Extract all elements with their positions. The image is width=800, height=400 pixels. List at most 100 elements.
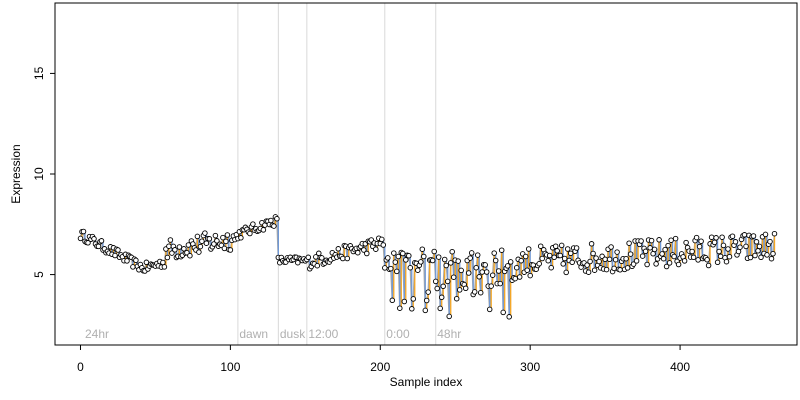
data-point xyxy=(492,257,499,264)
data-point xyxy=(489,272,496,278)
y-tick-label: 10 xyxy=(32,167,46,181)
data-point xyxy=(617,267,623,273)
data-point xyxy=(563,269,569,276)
x-tick-label: 400 xyxy=(670,360,690,374)
data-point xyxy=(250,221,256,227)
data-point xyxy=(630,261,637,267)
data-point xyxy=(545,257,551,264)
data-point xyxy=(423,297,430,304)
data-point xyxy=(753,239,760,245)
data-point xyxy=(444,278,451,285)
data-point xyxy=(756,243,763,250)
data-point xyxy=(558,242,565,249)
data-point xyxy=(176,244,183,250)
data-point xyxy=(663,263,670,270)
x-tick-label: 0 xyxy=(77,360,84,374)
data-point xyxy=(223,238,229,245)
data-point xyxy=(623,255,629,262)
data-point xyxy=(672,235,679,242)
data-point xyxy=(512,275,518,282)
data-point xyxy=(567,250,574,257)
data-point xyxy=(425,289,431,295)
data-point xyxy=(133,257,139,264)
data-point xyxy=(77,235,84,242)
data-point xyxy=(403,257,409,263)
data-point xyxy=(564,246,571,252)
data-point xyxy=(591,267,598,273)
data-point xyxy=(717,253,724,260)
data-point xyxy=(752,252,758,259)
data-point xyxy=(713,235,719,241)
data-point xyxy=(644,261,650,268)
data-point xyxy=(382,265,388,271)
data-point xyxy=(585,269,592,275)
data-point xyxy=(422,307,429,314)
data-point xyxy=(755,248,761,254)
data-point xyxy=(305,254,312,261)
phase-divider-lines xyxy=(237,3,437,345)
data-point xyxy=(675,261,682,268)
data-point xyxy=(548,264,554,271)
data-point xyxy=(767,238,773,245)
data-point xyxy=(434,285,440,292)
data-point xyxy=(221,245,228,252)
data-point xyxy=(770,250,776,257)
data-point xyxy=(522,253,529,260)
data-point xyxy=(665,242,671,249)
data-point xyxy=(355,249,361,256)
data-point xyxy=(506,314,512,320)
data-point xyxy=(482,262,488,268)
data-point xyxy=(271,223,277,229)
data-point xyxy=(590,250,596,257)
data-point xyxy=(203,240,210,246)
data-point xyxy=(608,244,614,250)
data-point xyxy=(708,234,715,240)
data-point xyxy=(525,246,532,252)
y-tick-label: 5 xyxy=(32,271,46,278)
data-point xyxy=(476,274,482,280)
data-point xyxy=(681,258,688,264)
data-point xyxy=(561,255,568,262)
data-point xyxy=(124,258,130,264)
data-point xyxy=(91,236,97,242)
data-point xyxy=(587,258,593,265)
data-point xyxy=(741,232,748,238)
data-point xyxy=(391,250,397,256)
data-point xyxy=(705,262,712,269)
data-point xyxy=(169,250,175,256)
data-point xyxy=(486,306,493,313)
data-point xyxy=(214,238,220,244)
data-point xyxy=(603,266,610,273)
data-point xyxy=(397,305,403,311)
data-point xyxy=(373,246,379,252)
data-point xyxy=(668,237,674,243)
data-point xyxy=(758,254,764,261)
phase-annotation-label: 0:00 xyxy=(386,327,410,341)
data-point xyxy=(593,255,599,261)
data-point xyxy=(455,258,461,264)
data-point xyxy=(488,283,494,289)
phase-annotations: 24hr dawn dusk 12:00 0:00 48hr xyxy=(85,327,461,341)
data-point xyxy=(546,252,553,259)
data-point xyxy=(340,255,346,262)
data-point xyxy=(626,240,632,246)
data-point xyxy=(524,267,530,273)
data-point xyxy=(554,248,560,254)
data-point xyxy=(449,248,455,255)
data-point xyxy=(639,253,646,259)
phase-annotation-label: dusk xyxy=(280,327,306,341)
data-point xyxy=(130,264,136,270)
data-point xyxy=(729,233,736,239)
data-point xyxy=(394,268,400,275)
data-point xyxy=(160,259,166,266)
data-point xyxy=(474,252,481,258)
data-point xyxy=(627,251,634,257)
data-point xyxy=(238,235,244,241)
data-point xyxy=(212,232,219,239)
data-point xyxy=(361,247,367,253)
data-point xyxy=(693,234,700,241)
data-point xyxy=(224,232,231,238)
data-point xyxy=(197,243,204,250)
data-point xyxy=(602,256,608,263)
